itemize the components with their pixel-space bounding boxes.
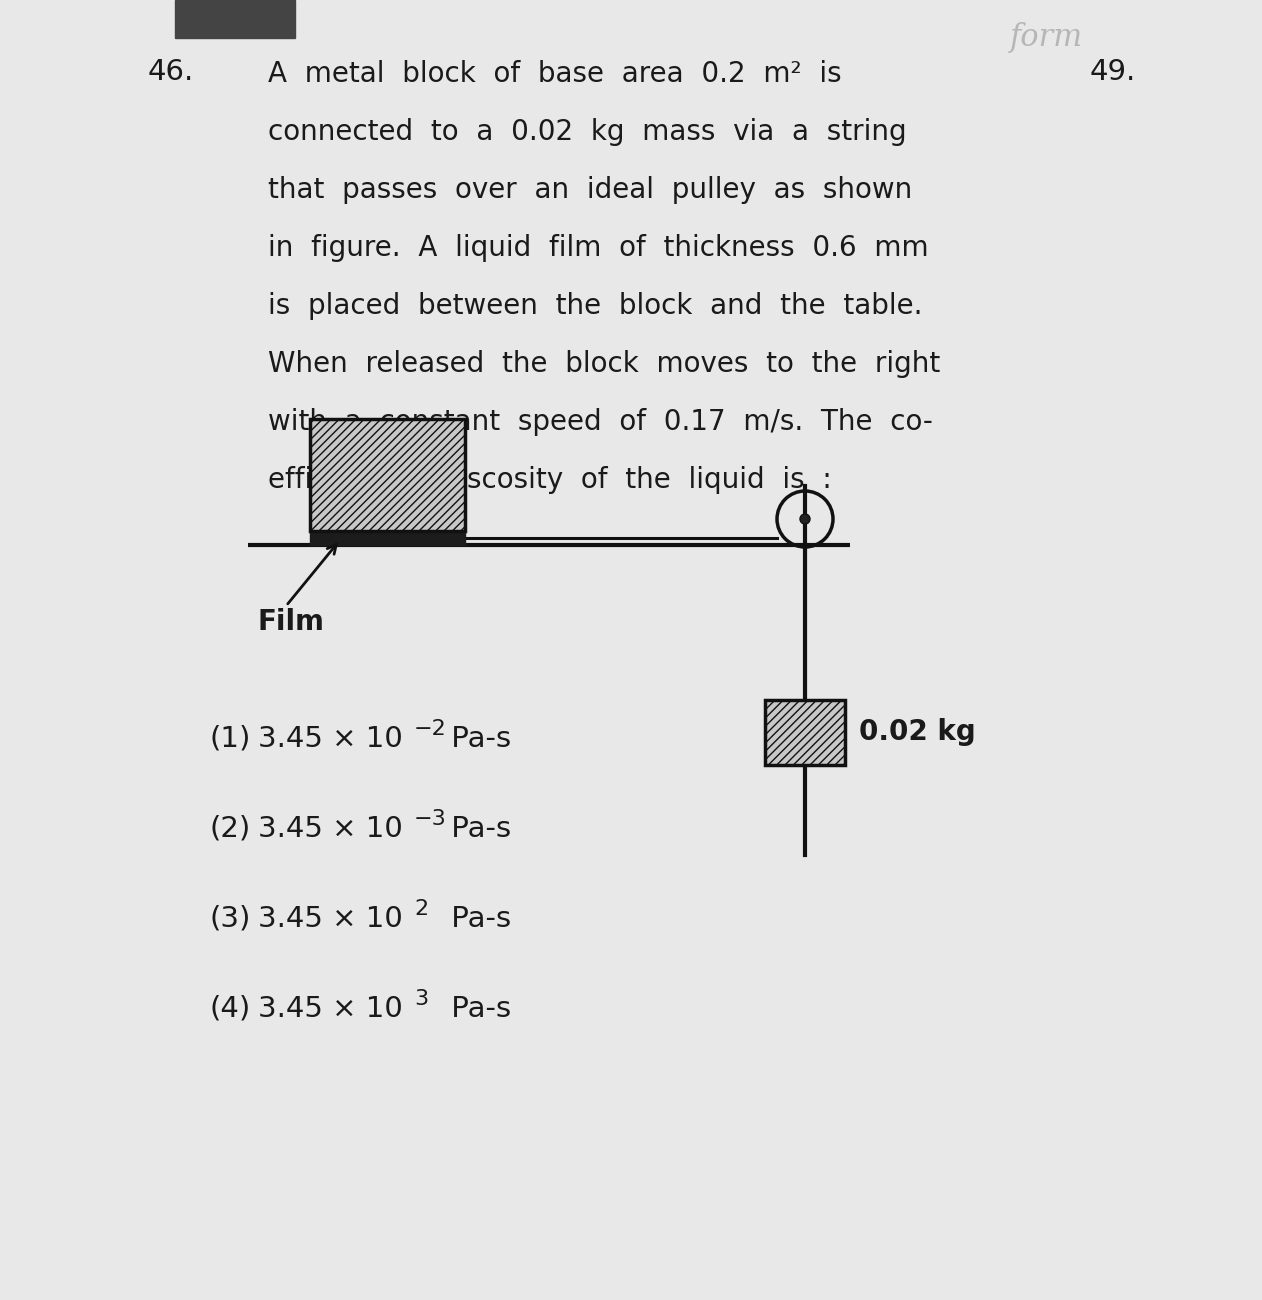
Text: (2): (2) <box>209 815 251 842</box>
Text: form: form <box>1010 22 1083 53</box>
Text: connected  to  a  0.02  kg  mass  via  a  string: connected to a 0.02 kg mass via a string <box>268 118 906 146</box>
Text: A  metal  block  of  base  area  0.2  m²  is: A metal block of base area 0.2 m² is <box>268 60 842 88</box>
Text: 3.45 × 10: 3.45 × 10 <box>257 994 403 1023</box>
Text: 0.02 kg: 0.02 kg <box>859 719 976 746</box>
Text: Pa-s: Pa-s <box>442 725 511 753</box>
Text: Pa-s: Pa-s <box>442 905 511 933</box>
Text: 3.45 × 10: 3.45 × 10 <box>257 815 403 842</box>
Text: efficient  of  viscosity  of  the  liquid  is  :: efficient of viscosity of the liquid is … <box>268 465 832 494</box>
Text: is  placed  between  the  block  and  the  table.: is placed between the block and the tabl… <box>268 292 923 320</box>
Text: 3.45 × 10: 3.45 × 10 <box>257 725 403 753</box>
Text: 49.: 49. <box>1090 58 1136 86</box>
Text: Film: Film <box>257 608 326 636</box>
Text: 2: 2 <box>414 900 428 919</box>
Text: 3: 3 <box>414 989 428 1009</box>
Bar <box>310 419 464 530</box>
Text: in  figure.  A  liquid  film  of  thickness  0.6  mm: in figure. A liquid film of thickness 0.… <box>268 234 929 263</box>
Text: Pa-s: Pa-s <box>442 994 511 1023</box>
Text: (4): (4) <box>209 994 251 1023</box>
Bar <box>765 699 846 764</box>
Bar <box>310 530 464 545</box>
Text: −2: −2 <box>414 719 447 738</box>
Bar <box>175 0 295 38</box>
Text: (1): (1) <box>209 725 251 753</box>
Bar <box>765 699 846 764</box>
Circle shape <box>800 514 810 524</box>
Text: with  a  constant  speed  of  0.17  m/s.  The  co-: with a constant speed of 0.17 m/s. The c… <box>268 408 933 436</box>
Text: (3): (3) <box>209 905 251 933</box>
Text: 3.45 × 10: 3.45 × 10 <box>257 905 403 933</box>
Text: 46.: 46. <box>148 58 194 86</box>
Bar <box>310 419 464 530</box>
Text: When  released  the  block  moves  to  the  right: When released the block moves to the rig… <box>268 350 940 378</box>
Text: that  passes  over  an  ideal  pulley  as  shown: that passes over an ideal pulley as show… <box>268 176 912 204</box>
Text: −3: −3 <box>414 809 447 829</box>
Text: Pa-s: Pa-s <box>442 815 511 842</box>
